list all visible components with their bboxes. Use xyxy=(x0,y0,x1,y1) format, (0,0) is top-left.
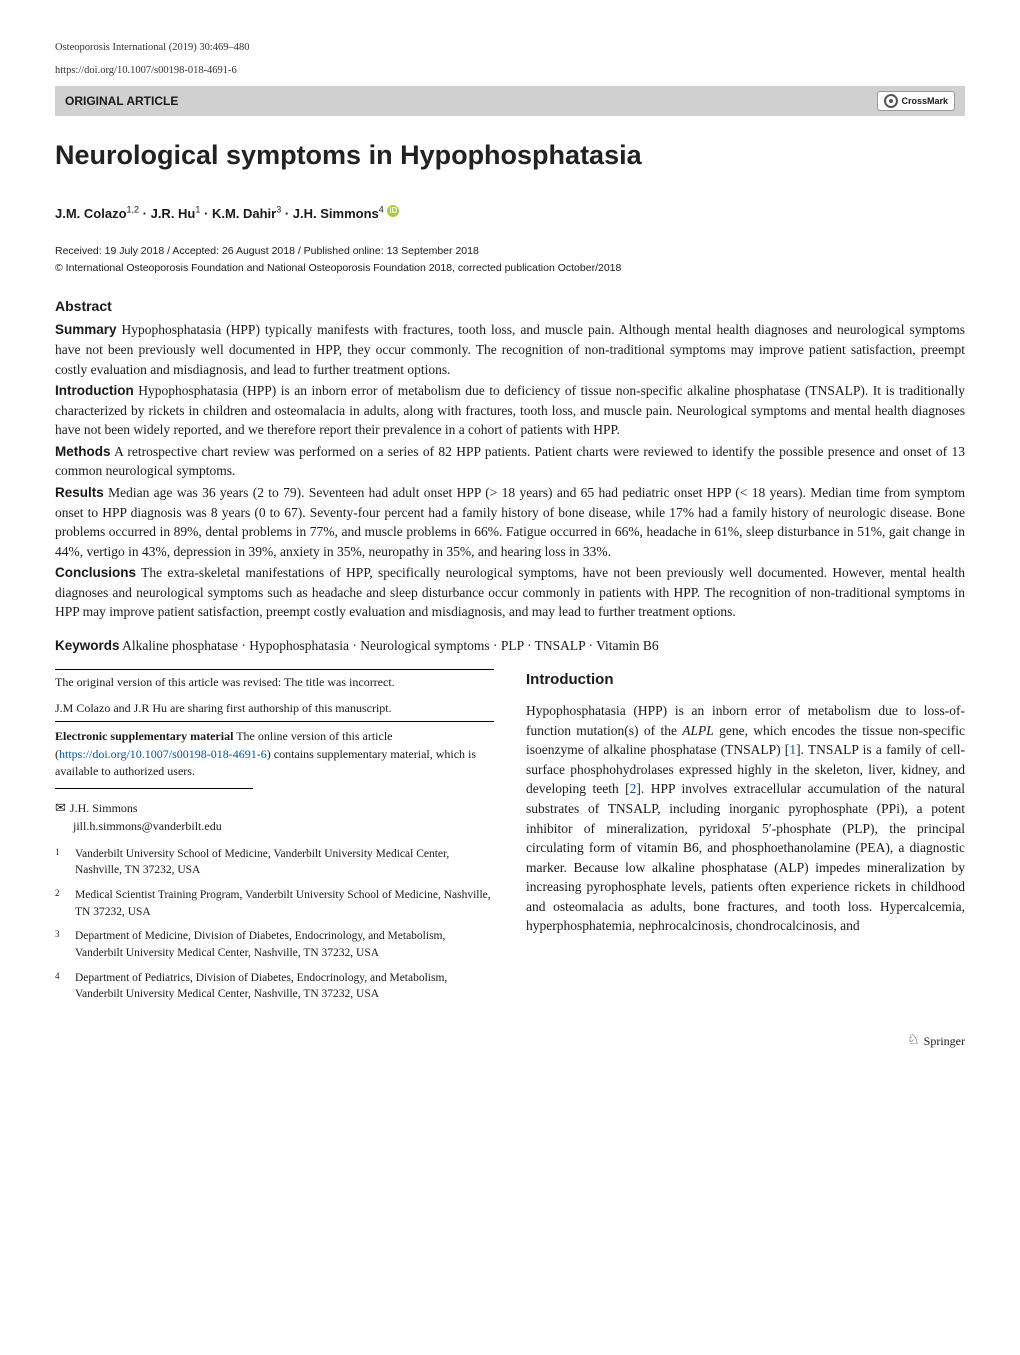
keywords-lead: Keywords xyxy=(55,638,120,653)
article-dates: Received: 19 July 2018 / Accepted: 26 Au… xyxy=(55,244,965,259)
affil-1: 1 Vanderbilt University School of Medicin… xyxy=(55,846,494,879)
introduction-body: Hypophosphatasia (HPP) is an inborn erro… xyxy=(526,701,965,936)
footer-columns: The original version of this article was… xyxy=(55,669,965,1011)
summary-lead: Summary xyxy=(55,322,117,337)
esm-note: Electronic supplementary material The on… xyxy=(55,728,494,780)
intro-p1d: ]. HPP involves extracellular accumulati… xyxy=(526,781,965,933)
copyright: © International Osteoporosis Foundation … xyxy=(55,261,965,276)
crossmark-label: CrossMark xyxy=(901,95,948,108)
doi-line: https://doi.org/10.1007/s00198-018-4691-… xyxy=(55,63,965,78)
shared-authorship-note: J.M Colazo and J.R Hu are sharing first … xyxy=(55,696,494,722)
conclusions-text: The extra-skeletal manifestations of HPP… xyxy=(55,565,965,619)
esm-link[interactable]: https://doi.org/10.1007/s00198-018-4691-… xyxy=(59,747,267,761)
affil-text: Department of Pediatrics, Division of Di… xyxy=(75,970,494,1003)
affil-text: Department of Medicine, Division of Diab… xyxy=(75,928,494,961)
right-column: Introduction Hypophosphatasia (HPP) is a… xyxy=(526,669,965,1011)
esm-bold: Electronic supplementary material xyxy=(55,729,233,743)
gene-name: ALPL xyxy=(682,723,714,738)
abstract-heading: Abstract xyxy=(55,296,965,316)
results-lead: Results xyxy=(55,485,104,500)
publisher-name: Springer xyxy=(924,1033,965,1050)
introduction-heading: Introduction xyxy=(526,669,965,691)
affil-text: Vanderbilt University School of Medicine… xyxy=(75,846,494,879)
affil-3: 3 Department of Medicine, Division of Dia… xyxy=(55,928,494,961)
divider xyxy=(55,788,253,789)
results-text: Median age was 36 years (2 to 79). Seven… xyxy=(55,485,965,559)
authors-text: J.M. Colazo1,2 · J.R. Hu1 · K.M. Dahir3 … xyxy=(55,206,384,221)
affil-num: 1 xyxy=(55,846,65,879)
publisher-footer: ♘ Springer xyxy=(55,1031,965,1051)
envelope-icon: ✉ xyxy=(55,800,66,815)
intro-lead: Introduction xyxy=(55,383,134,398)
corr-name: J.H. Simmons xyxy=(70,801,138,815)
methods-text: A retrospective chart review was perform… xyxy=(55,444,965,479)
keywords: Keywords Alkaline phosphatase · Hypophos… xyxy=(55,636,965,656)
article-type-band: ORIGINAL ARTICLE CrossMark xyxy=(55,86,965,116)
corresponding-author: ✉ J.H. Simmons jill.h.simmons@vanderbilt.… xyxy=(55,799,494,835)
journal-ref: Osteoporosis International (2019) 30:469… xyxy=(55,40,250,55)
doi: https://doi.org/10.1007/s00198-018-4691-… xyxy=(55,63,237,78)
affil-2: 2 Medical Scientist Training Program, Van… xyxy=(55,887,494,920)
article-title: Neurological symptoms in Hypophosphatasi… xyxy=(55,136,965,175)
affil-4: 4 Department of Pediatrics, Division of D… xyxy=(55,970,494,1003)
article-type: ORIGINAL ARTICLE xyxy=(65,93,178,110)
revision-note: The original version of this article was… xyxy=(55,669,494,691)
springer-icon: ♘ xyxy=(907,1031,920,1051)
crossmark-icon xyxy=(884,94,898,108)
author-list: J.M. Colazo1,2 · J.R. Hu1 · K.M. Dahir3 … xyxy=(55,204,965,224)
abstract-body: Summary Hypophosphatasia (HPP) typically… xyxy=(55,320,965,621)
methods-lead: Methods xyxy=(55,444,111,459)
affil-num: 4 xyxy=(55,970,65,1003)
affil-text: Medical Scientist Training Program, Vand… xyxy=(75,887,494,920)
affil-num: 3 xyxy=(55,928,65,961)
left-column: The original version of this article was… xyxy=(55,669,494,1011)
intro-text: Hypophosphatasia (HPP) is an inborn erro… xyxy=(55,383,965,437)
orcid-icon[interactable]: iD xyxy=(387,205,399,217)
running-head: Osteoporosis International (2019) 30:469… xyxy=(55,40,965,55)
affil-num: 2 xyxy=(55,887,65,920)
crossmark-badge[interactable]: CrossMark xyxy=(877,91,955,111)
conclusions-lead: Conclusions xyxy=(55,565,136,580)
summary-text: Hypophosphatasia (HPP) typically manifes… xyxy=(55,322,965,376)
corr-email: jill.h.simmons@vanderbilt.edu xyxy=(73,819,222,833)
affiliation-list: 1 Vanderbilt University School of Medicin… xyxy=(55,846,494,1003)
keywords-text: Alkaline phosphatase · Hypophosphatasia … xyxy=(120,638,659,653)
